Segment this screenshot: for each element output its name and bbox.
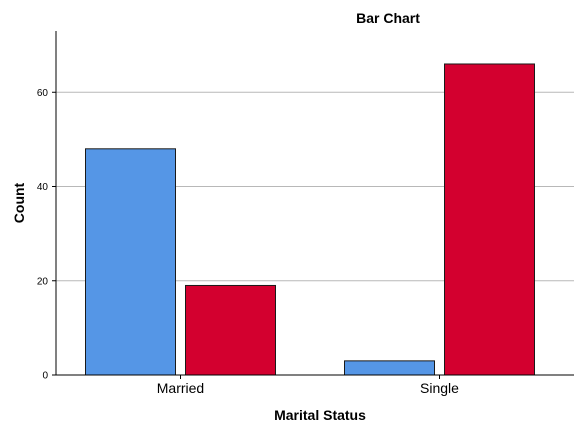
x-tick-label-single: Single — [420, 380, 459, 396]
y-tick-label: 60 — [37, 88, 49, 99]
x-tick-label-married: Married — [157, 380, 204, 396]
axes — [52, 31, 574, 379]
bars — [85, 63, 535, 376]
tick-labels: 0 20 40 60 Married Single — [37, 88, 459, 396]
bar-married-series-1 — [85, 148, 176, 376]
x-axis-title: Marital Status — [274, 407, 366, 423]
y-tick-label: 0 — [42, 371, 48, 382]
y-tick-label: 40 — [37, 182, 49, 193]
chart-title: Bar Chart — [356, 10, 420, 26]
bar-single-series-1 — [344, 360, 435, 376]
bar-single-series-2 — [444, 63, 535, 376]
bar-married-series-2 — [185, 284, 276, 376]
y-tick-label: 20 — [37, 276, 49, 287]
y-axis-title: Count — [11, 182, 27, 223]
